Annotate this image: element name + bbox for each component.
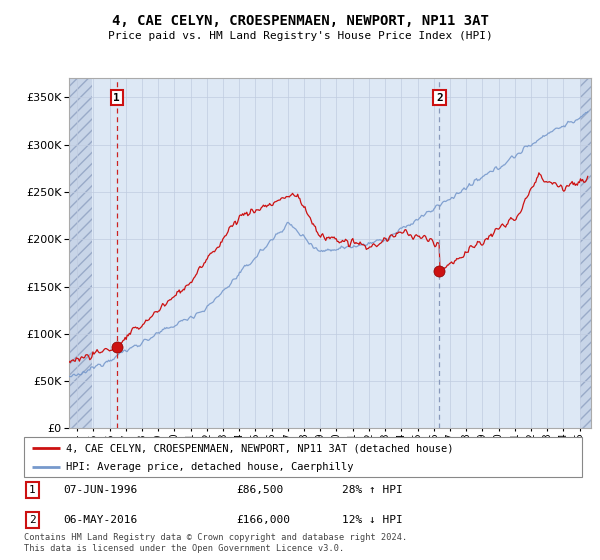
Text: HPI: Average price, detached house, Caerphilly: HPI: Average price, detached house, Caer… xyxy=(66,462,353,472)
Text: 06-MAY-2016: 06-MAY-2016 xyxy=(63,515,137,525)
Text: 4, CAE CELYN, CROESPENMAEN, NEWPORT, NP11 3AT (detached house): 4, CAE CELYN, CROESPENMAEN, NEWPORT, NP1… xyxy=(66,443,454,453)
Bar xyxy=(69,78,92,428)
Text: 4, CAE CELYN, CROESPENMAEN, NEWPORT, NP11 3AT: 4, CAE CELYN, CROESPENMAEN, NEWPORT, NP1… xyxy=(112,14,488,28)
Text: 2: 2 xyxy=(436,92,443,102)
Text: £166,000: £166,000 xyxy=(236,515,290,525)
Text: 2: 2 xyxy=(29,515,36,525)
Bar xyxy=(580,78,591,428)
FancyBboxPatch shape xyxy=(24,437,582,477)
Text: Price paid vs. HM Land Registry's House Price Index (HPI): Price paid vs. HM Land Registry's House … xyxy=(107,31,493,41)
Text: 1: 1 xyxy=(113,92,120,102)
Text: Contains HM Land Registry data © Crown copyright and database right 2024.
This d: Contains HM Land Registry data © Crown c… xyxy=(24,533,407,553)
Text: £86,500: £86,500 xyxy=(236,485,283,495)
Text: 12% ↓ HPI: 12% ↓ HPI xyxy=(342,515,403,525)
Text: 28% ↑ HPI: 28% ↑ HPI xyxy=(342,485,403,495)
Text: 1: 1 xyxy=(29,485,36,495)
Text: 07-JUN-1996: 07-JUN-1996 xyxy=(63,485,137,495)
